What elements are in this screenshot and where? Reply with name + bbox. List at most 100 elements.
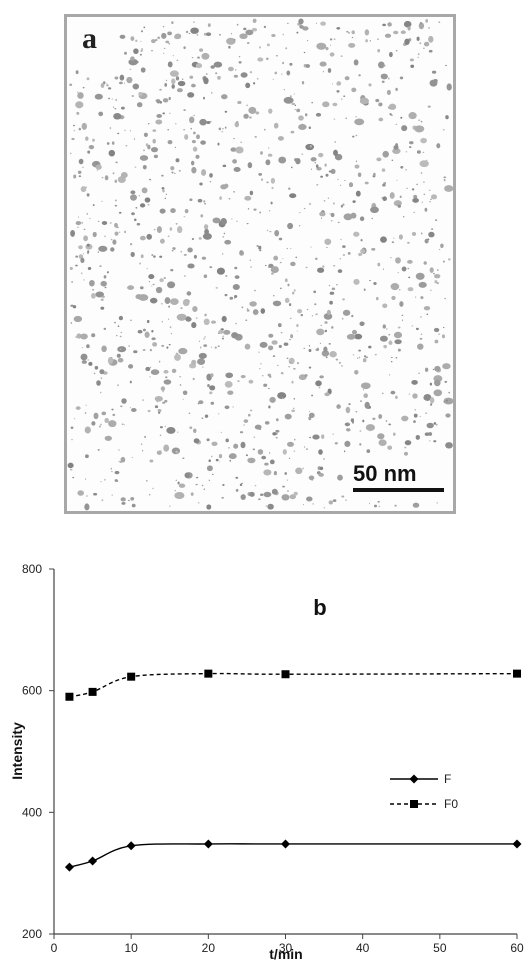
nanoparticle	[296, 31, 299, 34]
nanoparticle	[405, 151, 408, 153]
nanoparticle	[415, 327, 419, 331]
nanoparticle	[111, 141, 115, 145]
nanoparticle	[219, 196, 222, 200]
nanoparticle	[129, 130, 131, 132]
nanoparticle	[216, 267, 225, 275]
nanoparticle	[104, 286, 107, 289]
nanoparticle	[114, 204, 118, 207]
nanoparticle	[228, 45, 231, 49]
nanoparticle	[404, 446, 407, 449]
nanoparticle	[444, 185, 454, 192]
nanoparticle	[234, 275, 240, 279]
nanoparticle	[163, 379, 172, 385]
nanoparticle	[235, 121, 239, 123]
nanoparticle	[162, 401, 166, 404]
nanoparticle	[112, 413, 116, 417]
nanoparticle	[329, 300, 333, 305]
nanoparticle	[233, 167, 241, 172]
nanoparticle	[379, 335, 388, 342]
nanoparticle	[261, 375, 264, 377]
nanoparticle	[419, 337, 423, 340]
nanoparticle	[209, 180, 212, 183]
nanoparticle	[149, 348, 153, 352]
nanoparticle	[96, 380, 101, 386]
nanoparticle	[99, 369, 105, 375]
nanoparticle	[220, 328, 224, 331]
nanoparticle	[328, 284, 331, 287]
nanoparticle	[165, 40, 170, 44]
nanoparticle	[259, 249, 262, 252]
nanoparticle	[230, 33, 233, 35]
nanoparticle	[170, 332, 173, 335]
nanoparticle	[179, 376, 182, 378]
nanoparticle	[259, 341, 268, 348]
nanoparticle	[382, 324, 386, 329]
nanoparticle	[191, 57, 194, 59]
nanoparticle	[429, 189, 431, 191]
nanoparticle	[430, 289, 432, 291]
nanoparticle	[323, 507, 325, 509]
y-tick-label: 200	[22, 927, 42, 941]
nanoparticle	[203, 77, 209, 85]
nanoparticle	[443, 260, 445, 263]
nanoparticle	[362, 389, 365, 391]
nanoparticle	[141, 450, 144, 452]
nanoparticle	[261, 455, 267, 460]
nanoparticle	[168, 96, 171, 101]
nanoparticle	[97, 251, 99, 253]
nanoparticle	[368, 83, 372, 87]
nanoparticle	[293, 93, 295, 95]
nanoparticle	[77, 490, 84, 496]
nanoparticle	[404, 440, 412, 446]
nanoparticle	[86, 77, 90, 81]
nanoparticle	[182, 457, 185, 459]
nanoparticle	[259, 211, 261, 214]
nanoparticle	[139, 203, 146, 208]
nanoparticle	[71, 438, 73, 441]
nanoparticle	[384, 182, 387, 184]
nanoparticle	[378, 117, 384, 122]
nanoparticle	[161, 187, 165, 190]
nanoparticle	[404, 451, 408, 456]
nanoparticle	[228, 447, 230, 449]
nanoparticle	[119, 335, 122, 338]
nanoparticle	[416, 150, 421, 154]
nanoparticle	[320, 21, 326, 26]
nanoparticle	[130, 407, 137, 413]
nanoparticle	[344, 440, 351, 447]
nanoparticle	[299, 21, 301, 24]
nanoparticle	[412, 393, 418, 399]
nanoparticle	[404, 38, 410, 45]
x-tick-label: 60	[510, 941, 524, 955]
nanoparticle	[187, 247, 193, 253]
nanoparticle	[101, 220, 108, 226]
nanoparticle	[212, 217, 221, 224]
nanoparticle	[389, 51, 393, 58]
nanoparticle	[158, 411, 161, 414]
nanoparticle	[351, 30, 355, 35]
nanoparticle	[224, 381, 233, 388]
nanoparticle	[321, 434, 325, 439]
nanoparticle	[325, 173, 329, 177]
nanoparticle	[151, 371, 153, 374]
nanoparticle	[362, 419, 365, 423]
nanoparticle	[249, 301, 257, 307]
nanoparticle	[281, 494, 290, 501]
nanoparticle	[308, 412, 315, 418]
nanoparticle	[355, 134, 358, 137]
nanoparticle	[354, 333, 363, 340]
nanoparticle	[407, 259, 413, 264]
nanoparticle	[203, 274, 208, 279]
nanoparticle	[116, 226, 119, 229]
nanoparticle	[314, 161, 316, 164]
nanoparticle	[333, 265, 336, 267]
nanoparticle	[420, 333, 423, 335]
nanoparticle	[75, 70, 79, 75]
nanoparticle	[369, 40, 372, 42]
nanoparticle	[324, 321, 328, 324]
nanoparticle	[238, 61, 242, 64]
nanoparticle	[302, 467, 305, 470]
nanoparticle	[131, 456, 133, 459]
nanoparticle	[149, 376, 151, 378]
nanoparticle	[184, 472, 190, 479]
